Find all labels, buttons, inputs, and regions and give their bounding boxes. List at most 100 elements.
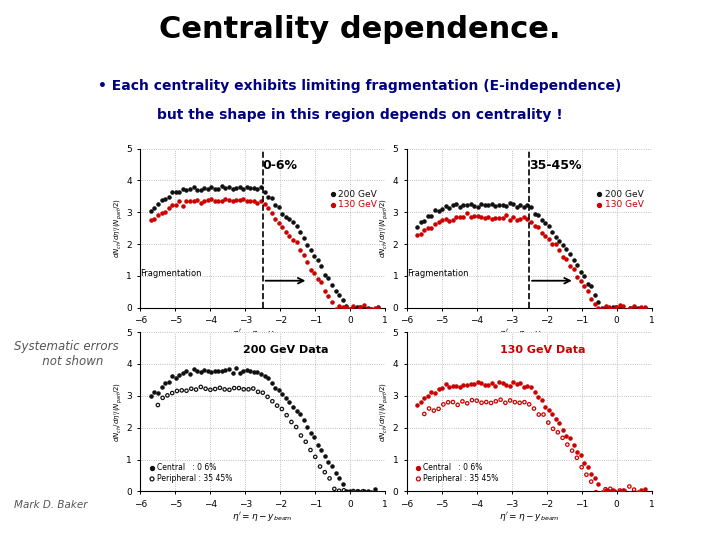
Point bbox=[468, 202, 480, 211]
Text: 35-45%: 35-45% bbox=[529, 159, 582, 172]
Point bbox=[603, 304, 615, 313]
Point bbox=[252, 199, 264, 207]
Point bbox=[528, 221, 540, 230]
Point bbox=[585, 282, 597, 291]
Point bbox=[163, 193, 174, 201]
Point bbox=[607, 305, 618, 314]
Point bbox=[337, 480, 348, 488]
Point bbox=[323, 458, 334, 467]
Point bbox=[276, 404, 287, 413]
Point bbox=[280, 212, 292, 221]
Point bbox=[184, 369, 196, 378]
Point bbox=[500, 380, 512, 389]
Point bbox=[433, 384, 444, 393]
Point bbox=[372, 302, 384, 311]
Point bbox=[166, 188, 178, 197]
Point bbox=[482, 200, 494, 209]
Point bbox=[564, 261, 576, 270]
Point bbox=[479, 200, 490, 209]
Point bbox=[504, 382, 516, 390]
Point bbox=[504, 215, 516, 224]
Point bbox=[493, 214, 505, 222]
Point bbox=[298, 234, 310, 242]
Point bbox=[227, 185, 238, 193]
Point bbox=[351, 305, 363, 314]
Point bbox=[357, 487, 369, 496]
Point bbox=[475, 212, 487, 221]
Point bbox=[149, 204, 161, 213]
Point bbox=[554, 418, 565, 427]
Point bbox=[372, 304, 384, 313]
Point bbox=[252, 185, 264, 194]
Point bbox=[195, 199, 207, 207]
Point bbox=[223, 183, 235, 192]
Point bbox=[614, 486, 626, 495]
Point bbox=[255, 369, 266, 378]
Point bbox=[337, 302, 348, 311]
Point bbox=[607, 485, 618, 494]
Point bbox=[157, 394, 168, 402]
Point bbox=[348, 487, 359, 495]
Point bbox=[238, 385, 250, 394]
Point bbox=[479, 381, 490, 389]
Point bbox=[369, 305, 380, 314]
Point bbox=[230, 364, 242, 373]
Point bbox=[433, 218, 444, 226]
Point bbox=[159, 379, 171, 387]
Point bbox=[241, 183, 253, 191]
Point bbox=[436, 215, 448, 224]
Point bbox=[323, 292, 334, 301]
Point bbox=[300, 437, 312, 446]
Point bbox=[177, 369, 189, 377]
Point bbox=[262, 204, 274, 213]
Point bbox=[284, 214, 295, 223]
Point bbox=[223, 364, 235, 373]
X-axis label: $\eta' = \eta - y_{beam}$: $\eta' = \eta - y_{beam}$ bbox=[499, 510, 559, 523]
Point bbox=[209, 367, 220, 375]
Legend: 200 GeV, 130 GeV: 200 GeV, 130 GeV bbox=[326, 186, 381, 213]
Point bbox=[528, 404, 540, 413]
Point bbox=[543, 406, 554, 415]
Point bbox=[618, 302, 629, 311]
Point bbox=[433, 404, 444, 413]
Point bbox=[440, 214, 451, 223]
Point bbox=[224, 386, 235, 394]
Point bbox=[205, 194, 217, 203]
Point bbox=[305, 246, 317, 254]
Point bbox=[532, 393, 544, 401]
Point bbox=[258, 372, 270, 380]
Point bbox=[639, 485, 650, 494]
Point bbox=[255, 183, 266, 191]
Point bbox=[465, 213, 477, 221]
Point bbox=[525, 203, 536, 212]
Point bbox=[603, 303, 615, 312]
Point bbox=[359, 301, 370, 309]
Point bbox=[580, 470, 592, 479]
Point bbox=[465, 380, 477, 388]
Point bbox=[159, 207, 171, 216]
Point bbox=[238, 185, 249, 193]
Point bbox=[532, 223, 544, 232]
Point bbox=[199, 197, 210, 205]
Point bbox=[258, 187, 270, 196]
Point bbox=[152, 388, 163, 397]
Point bbox=[614, 303, 626, 312]
Point bbox=[639, 303, 650, 312]
Point bbox=[611, 302, 622, 311]
Point bbox=[568, 256, 580, 265]
Point bbox=[495, 395, 506, 404]
Point bbox=[582, 287, 593, 295]
Point bbox=[305, 446, 316, 454]
Point bbox=[493, 200, 505, 209]
Point bbox=[199, 184, 210, 192]
Point bbox=[593, 298, 604, 307]
Point bbox=[163, 377, 174, 386]
Point bbox=[635, 486, 647, 495]
Point bbox=[593, 304, 604, 313]
Point bbox=[314, 462, 325, 471]
Point bbox=[629, 485, 640, 494]
Point bbox=[228, 384, 240, 393]
Text: • Each centrality exhibits limiting fragmentation (E-independence): • Each centrality exhibits limiting frag… bbox=[99, 78, 621, 92]
Point bbox=[412, 223, 423, 232]
Point bbox=[536, 396, 547, 404]
